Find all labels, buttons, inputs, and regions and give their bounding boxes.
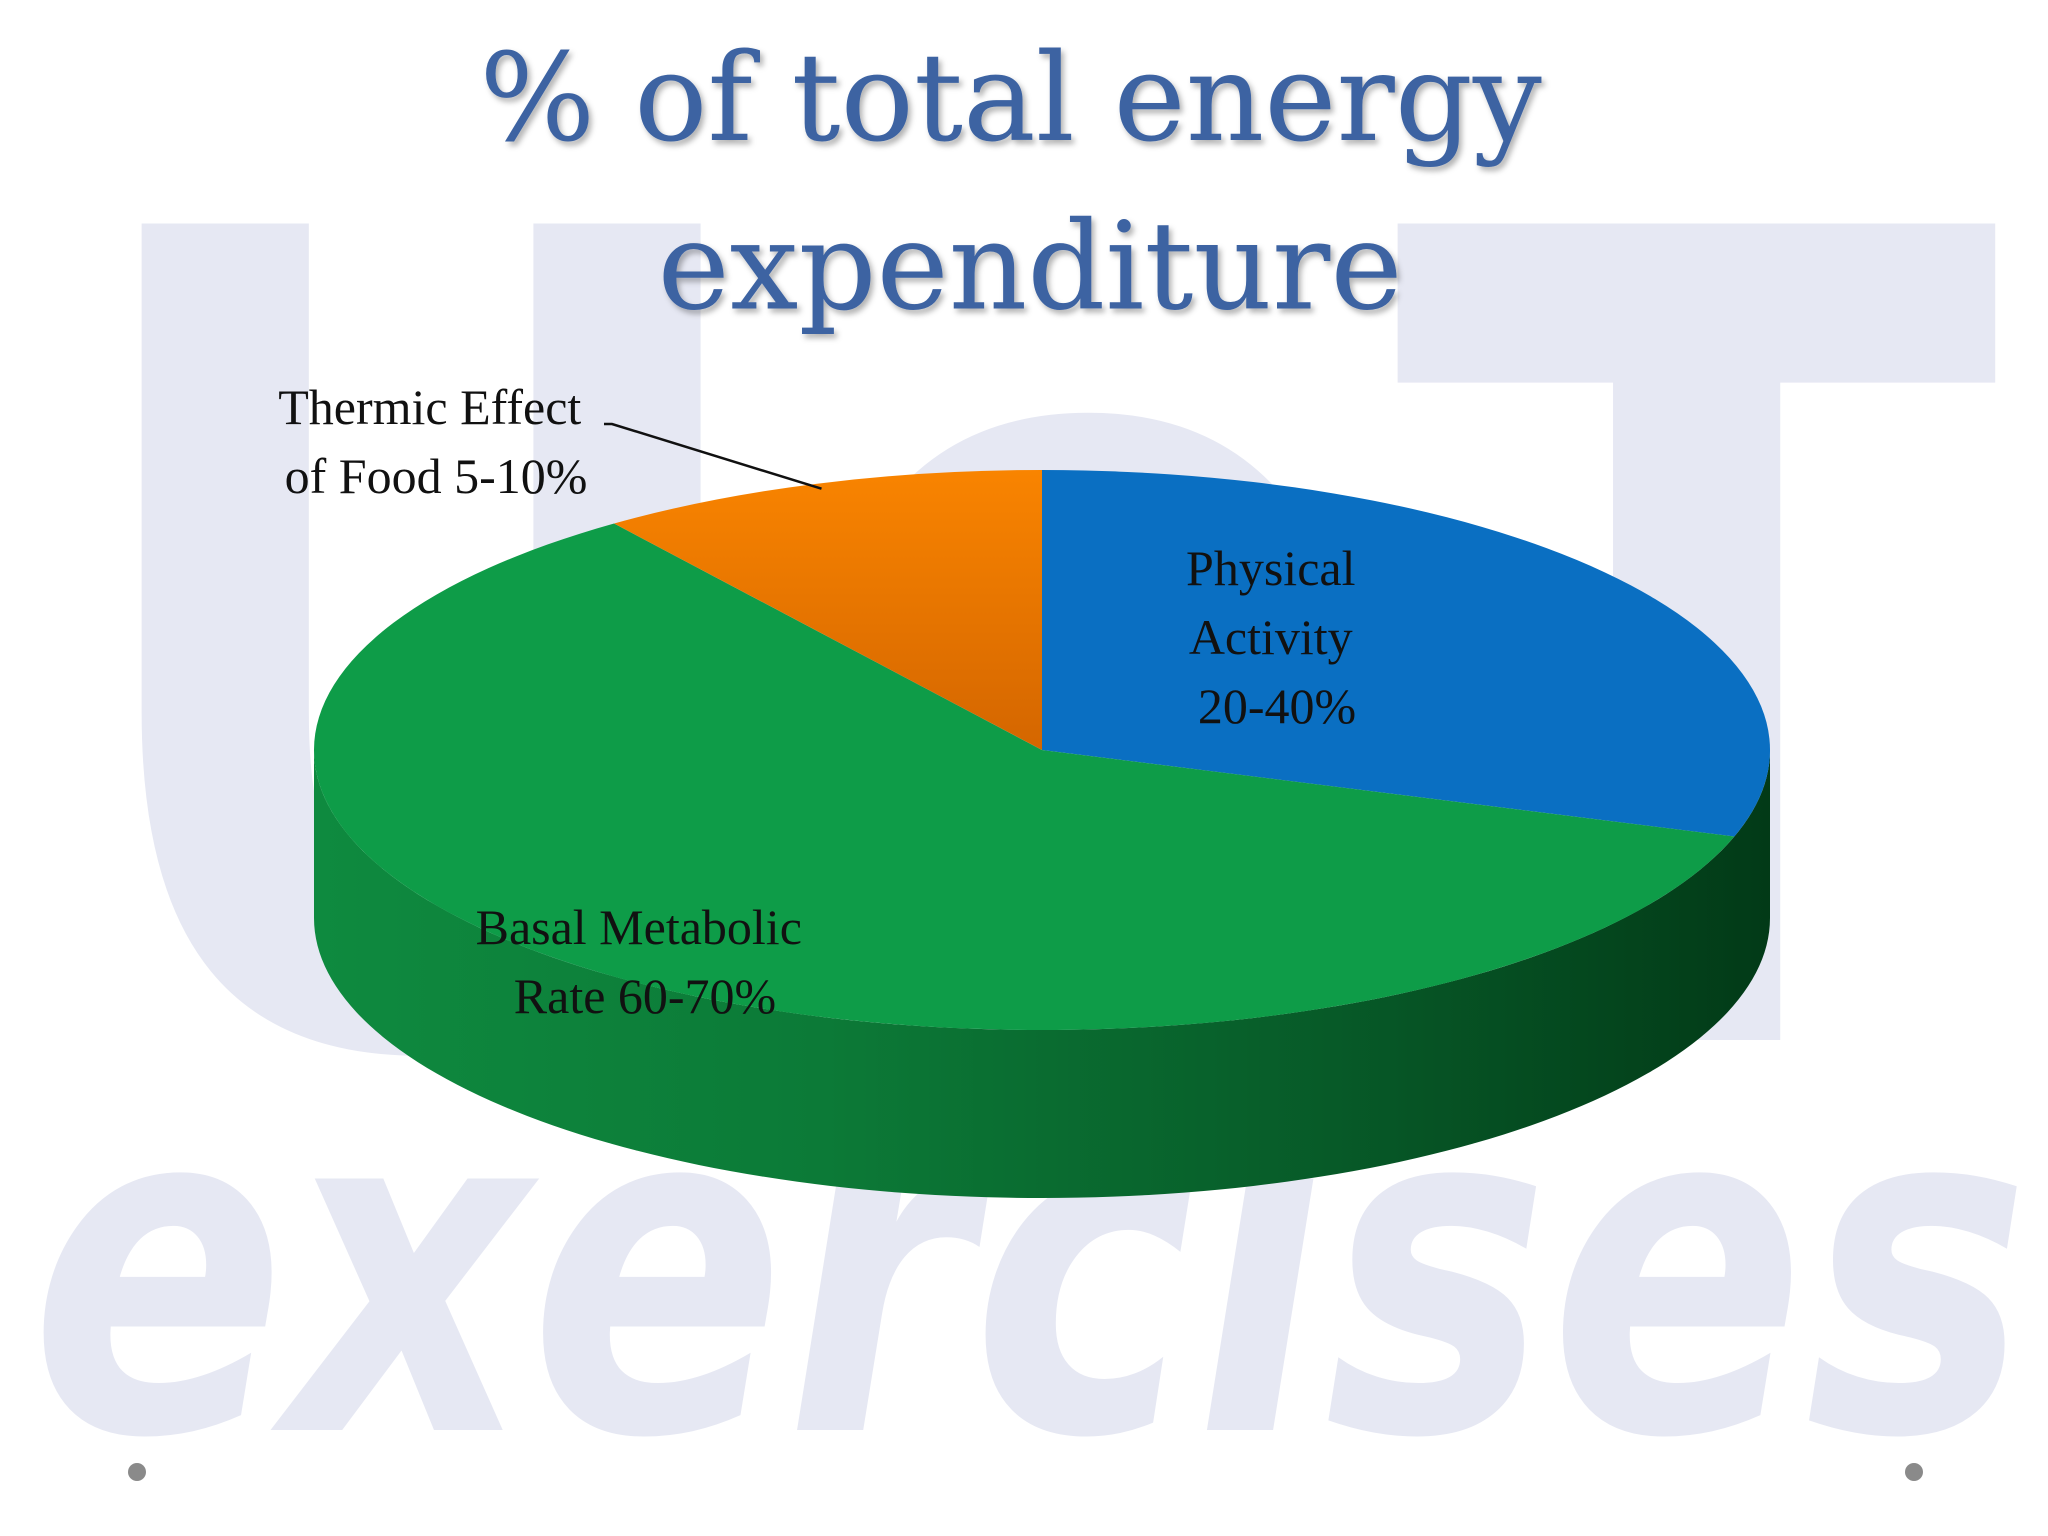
slice-label-thermic-effect: Thermic Effect of Food 5-10% (278, 379, 594, 504)
slice-label-basal-metabolic-rate: Basal Metabolic Rate 60-70% (476, 899, 815, 1024)
slice-label-physical-activity: Physical Activity 20-40% (1186, 540, 1368, 734)
bullet-dot-left (128, 1463, 146, 1481)
slice-basal-metabolic-rate (313, 523, 1735, 1031)
chart-title: % of total energy expenditure (479, 27, 1580, 337)
thermic-leader-line (604, 422, 822, 490)
slice-physical-activity (1042, 470, 1771, 837)
pie-slices (313, 470, 1771, 1031)
slice-thermic-effect (614, 470, 1042, 750)
bullet-dot-right (1905, 1463, 1923, 1481)
pie-side-depth (314, 750, 1770, 1198)
